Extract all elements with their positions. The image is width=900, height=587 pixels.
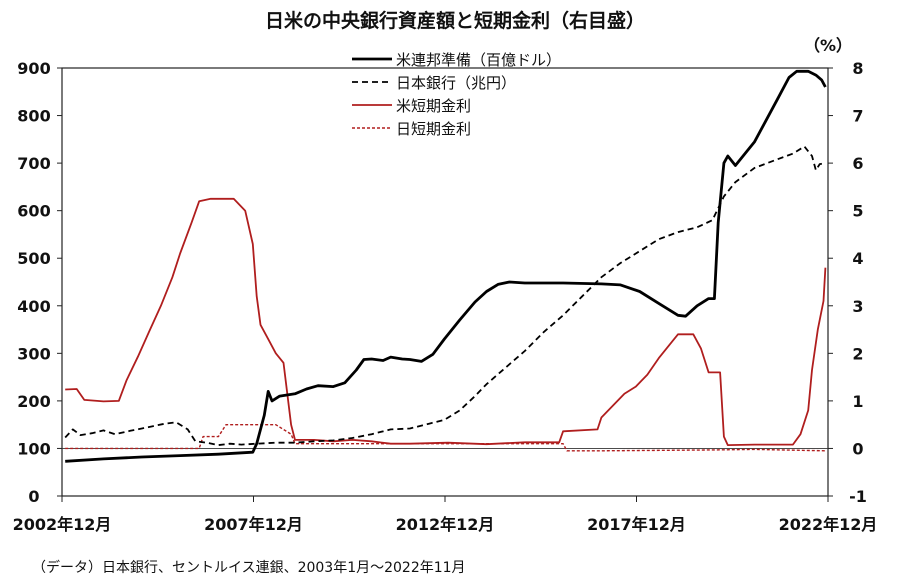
series-line-1 [64, 145, 826, 447]
series-line-3 [65, 424, 826, 452]
x-tick-label: 2022年12月 [779, 515, 878, 534]
left-tick-label: 400 [17, 297, 50, 316]
legend-label: 日短期金利 [396, 120, 471, 138]
left-tick-label: 500 [17, 249, 50, 268]
x-tick-label: 2002年12月 [13, 515, 112, 534]
right-tick-label: -1 [849, 487, 867, 506]
right-y-axis: -1 0 1 2 3 4 5 6 7 8 [62, 59, 867, 506]
chart-title: 日米の中央銀行資産額と短期金利（右目盛） [265, 9, 645, 32]
right-tick-label: 7 [852, 107, 863, 126]
series-line-0 [65, 69, 827, 463]
x-axis: 2002年12月 2007年12月 2012年12月 2017年12月 2022年12月 [13, 496, 878, 534]
series-line-2 [65, 197, 827, 447]
x-tick-label: 2007年12月 [204, 515, 303, 534]
left-tick-label: 300 [17, 344, 50, 363]
x-tick-label: 2012年12月 [396, 515, 495, 534]
right-tick-label: 2 [852, 344, 863, 363]
left-tick-label: 0 [28, 487, 39, 506]
left-tick-label: 200 [17, 392, 50, 411]
series-layer [64, 69, 827, 463]
left-tick-label: 100 [17, 439, 50, 458]
right-tick-label: 6 [852, 154, 863, 173]
right-tick-label: 5 [852, 202, 863, 221]
source-note: （データ）日本銀行、セントルイス連銀、2003年1月～2022年11月 [32, 559, 466, 576]
right-tick-label: 0 [852, 439, 863, 458]
left-tick-label: 600 [17, 202, 50, 221]
left-tick-label: 700 [17, 154, 50, 173]
x-tick-label: 2017年12月 [587, 515, 686, 534]
legend-label: 米短期金利 [396, 97, 471, 115]
left-y-axis: 0 100 200 300 400 500 600 700 800 900 [17, 59, 62, 506]
legend-label: 日本銀行（兆円） [396, 74, 516, 92]
right-tick-label: 3 [852, 297, 863, 316]
left-tick-label: 800 [17, 107, 50, 126]
legend-label: 米連邦準備（百億ドル） [396, 51, 561, 69]
right-axis-unit: （%） [804, 36, 852, 55]
right-tick-label: 4 [852, 249, 863, 268]
right-tick-label: 1 [852, 392, 863, 411]
right-tick-label: 8 [852, 59, 863, 78]
left-tick-label: 900 [17, 59, 50, 78]
